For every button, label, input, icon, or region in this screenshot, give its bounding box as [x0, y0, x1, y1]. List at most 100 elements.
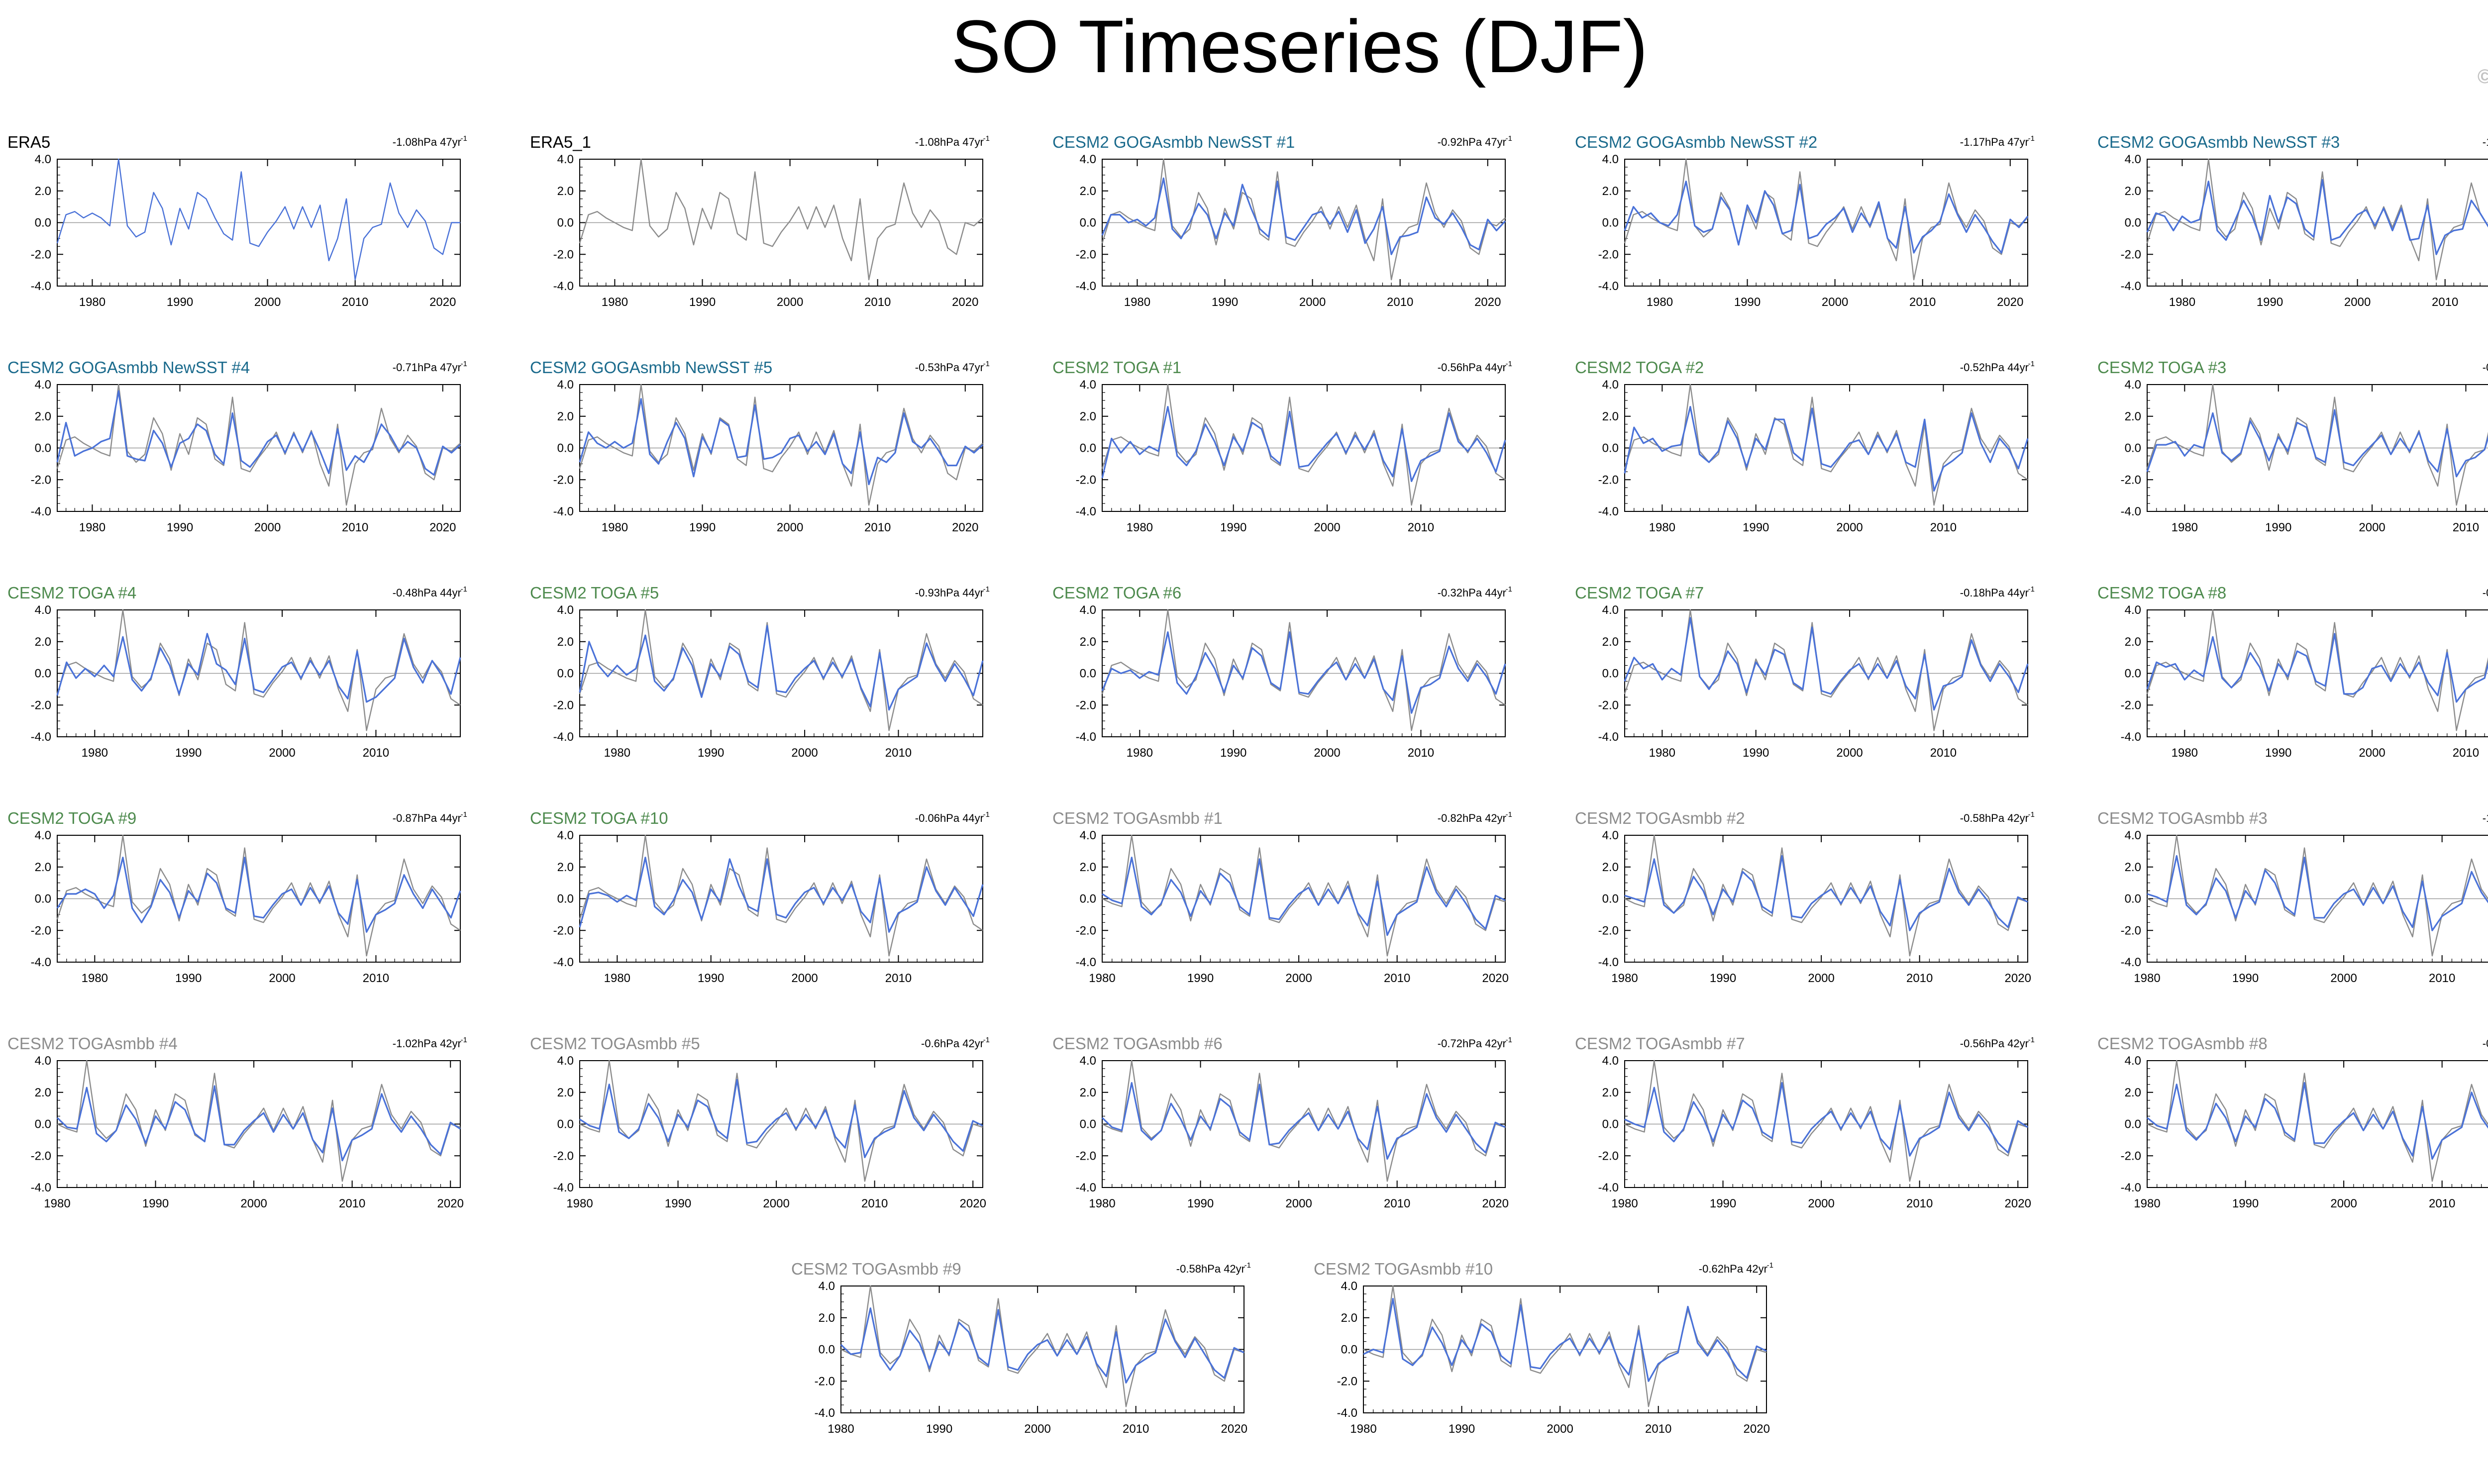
x-tick-label: 2000 — [1299, 296, 1326, 309]
y-tick-label: 0.0 — [2125, 892, 2141, 906]
x-tick-label: 1990 — [2265, 521, 2291, 534]
x-tick-label: 2020 — [437, 1197, 464, 1210]
x-tick-label: 2010 — [1408, 746, 1434, 760]
x-tick-label: 2020 — [1221, 1422, 1247, 1436]
x-tick-label: 1980 — [604, 972, 630, 985]
y-tick-label: -4.0 — [2121, 505, 2141, 518]
timeseries-chart: CESM2 GOGAsmbb NewSST #5 -0.53hPa 47yr-1 4… — [530, 358, 990, 534]
series-line-observed — [579, 609, 983, 731]
x-tick-label: 1990 — [1220, 746, 1246, 760]
x-tick-label: 2010 — [363, 746, 389, 760]
timeseries-chart: CESM2 TOGAsmbb #1 -0.82hPa 42yr-1 4.0 2.0 0.… — [1052, 809, 1512, 985]
timeseries-panel: CESM2 TOGAsmbb #2 -0.58hPa 42yr -1 4.0 2.0 0.… — [1575, 798, 2073, 1007]
panel-title: CESM2 TOGA #3 — [2097, 358, 2226, 377]
timeseries-chart: CESM2 TOGAsmbb #4 -1.02hPa 42yr-1 4.0 2.0 0.… — [7, 1034, 467, 1210]
y-tick-label: -2.0 — [31, 924, 51, 937]
x-tick-label: 2020 — [1744, 1422, 1770, 1436]
y-tick-label: 0.0 — [35, 892, 51, 906]
y-tick-label: -2.0 — [1076, 473, 1096, 487]
timeseries-panel: CESM2 TOGAsmbb #10 -0.62hPa 42yr -1 4.0 2.0 0… — [1314, 1249, 1811, 1458]
y-tick-label: -4.0 — [553, 956, 574, 969]
series-line-observed — [579, 834, 983, 957]
timeseries-chart: CESM2 TOGA #1 -0.56hPa 44yr-1 4.0 2.0 0.0 -2.… — [1052, 358, 1512, 534]
x-tick-label: 1990 — [1710, 972, 1736, 985]
y-tick-label: 2.0 — [557, 185, 574, 198]
x-tick-label: 2010 — [1387, 296, 1413, 309]
y-tick-label: 4.0 — [35, 603, 51, 617]
panel-title: CESM2 TOGAsmbb #7 — [1575, 1034, 1745, 1053]
timeseries-panel: CESM2 TOGA #9 -0.87hPa 44yr -1 4.0 2.0 0.0 -2.… — [7, 798, 505, 1007]
x-tick-label: 2000 — [2344, 296, 2371, 309]
timeseries-chart: CESM2 GOGAsmbb NewSST #4 -0.71hPa 47yr-1 4… — [7, 358, 467, 534]
x-tick-label: 2000 — [1285, 1197, 1312, 1210]
x-tick-label: 1990 — [2265, 746, 2291, 760]
x-tick-label: 2010 — [2429, 972, 2455, 985]
panel-title: CESM2 GOGAsmbb NewSST #2 — [1575, 133, 1817, 151]
x-tick-label: 1990 — [2232, 972, 2259, 985]
panel-title: CESM2 TOGAsmbb #4 — [7, 1034, 178, 1053]
x-tick-label: 1980 — [2134, 972, 2160, 985]
trend-stat: -0.53hPa 47yr — [915, 361, 984, 374]
x-tick-label: 1980 — [1127, 521, 1153, 534]
timeseries-panel: CESM2 TOGA #5 -0.93hPa 44yr -1 4.0 2.0 0.0 -2.… — [530, 573, 1028, 782]
y-tick-label: 2.0 — [1080, 635, 1096, 649]
series-line-model — [1101, 1082, 1506, 1160]
x-tick-label: 1990 — [1449, 1422, 1475, 1436]
x-tick-label: 2010 — [342, 521, 368, 534]
trend-stat: -0.32hPa 44yr — [1438, 587, 1506, 599]
series-line-model — [1624, 855, 2028, 931]
y-tick-label: 2.0 — [35, 861, 51, 874]
y-tick-label: -2.0 — [2121, 924, 2141, 937]
y-tick-label: -2.0 — [1076, 924, 1096, 937]
y-tick-label: 0.0 — [1080, 216, 1096, 230]
trend-stat: -1.03hPa 47yr — [2483, 136, 2488, 148]
series-line-observed — [1101, 384, 1506, 506]
x-tick-label: 2010 — [885, 972, 912, 985]
series-line-observed — [2147, 834, 2488, 957]
x-tick-label: 1990 — [1710, 1197, 1736, 1210]
x-tick-label: 2010 — [885, 746, 912, 760]
trend-stat: -0.62hPa 42yr — [1699, 1263, 1767, 1275]
y-tick-label: 4.0 — [557, 829, 574, 842]
x-tick-label: 2010 — [2453, 521, 2479, 534]
trend-stat-superscript: -1 — [2028, 134, 2035, 143]
y-tick-label: -2.0 — [1076, 1149, 1096, 1163]
series-line-model — [2146, 409, 2488, 478]
series-line-observed — [1624, 834, 2028, 957]
x-tick-label: 1990 — [1212, 296, 1238, 309]
panel-title: CESM2 TOGAsmbb #5 — [530, 1034, 700, 1053]
x-tick-label: 2010 — [363, 972, 389, 985]
y-tick-label: -4.0 — [1076, 280, 1096, 293]
y-tick-label: 4.0 — [2125, 829, 2141, 842]
x-tick-label: 2010 — [1384, 972, 1410, 985]
x-tick-label: 1980 — [602, 296, 628, 309]
series-line-model — [56, 1085, 461, 1162]
y-tick-label: 2.0 — [557, 635, 574, 649]
timeseries-panel: CESM2 TOGAsmbb #9 -0.58hPa 42yr -1 4.0 2.0 0.… — [791, 1249, 1289, 1458]
x-tick-label: 1990 — [1734, 296, 1761, 309]
page-title: SO Timeseries (DJF) — [951, 4, 1648, 88]
y-tick-label: 4.0 — [1080, 378, 1096, 392]
series-line-observed — [579, 1060, 983, 1182]
series-line-model — [56, 390, 461, 476]
x-tick-label: 1990 — [698, 972, 724, 985]
y-tick-label: 2.0 — [1080, 1086, 1096, 1099]
y-tick-label: -4.0 — [2121, 280, 2141, 293]
trend-stat: -0.23hPa 44yr — [2483, 587, 2488, 599]
y-tick-label: 0.0 — [1080, 892, 1096, 906]
panel-title: ERA5 — [7, 133, 50, 151]
x-tick-label: 1980 — [82, 746, 108, 760]
y-tick-label: 0.0 — [35, 1118, 51, 1131]
y-tick-label: 4.0 — [1602, 153, 1619, 166]
y-tick-label: 2.0 — [1080, 861, 1096, 874]
timeseries-chart: CESM2 TOGAsmbb #8-0.62hPa 42yr-14.02.00.… — [2097, 1034, 2488, 1210]
x-tick-label: 2000 — [1822, 296, 1848, 309]
panel-title: CESM2 TOGA #5 — [530, 584, 659, 602]
timeseries-panel: CESM2 GOGAsmbb NewSST #5 -0.53hPa 47yr -1 4… — [530, 347, 1028, 556]
y-tick-label: -4.0 — [2121, 730, 2141, 744]
y-tick-label: 4.0 — [35, 378, 51, 392]
timeseries-panel: CESM2 TOGAsmbb #5 -0.6hPa 42yr -1 4.0 2.0 0.0… — [530, 1023, 1028, 1232]
y-tick-label: -2.0 — [1598, 924, 1619, 937]
panel-title: CESM2 TOGAsmbb #3 — [2097, 809, 2268, 827]
trend-stat-superscript: -1 — [983, 360, 990, 368]
